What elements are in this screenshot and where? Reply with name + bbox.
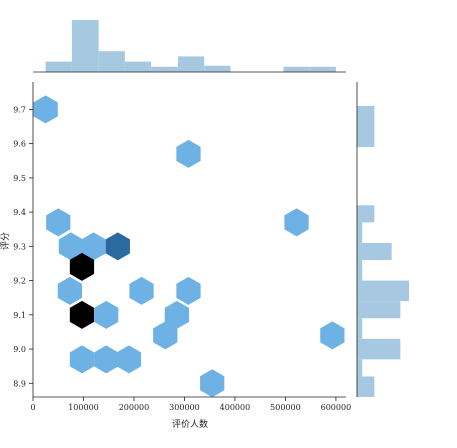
right-hist-bar [357,280,409,302]
hexbin-cell [105,232,130,261]
hexbin-cell [57,276,82,305]
right-hist-bar [357,126,375,148]
x-tick-label: 200000 [119,403,150,412]
y-tick-label: 9.0 [13,345,26,354]
y-tick-label: 9.7 [13,105,26,114]
top-hist-bar [309,66,336,72]
right-hist-bar [357,338,401,360]
top-hist-bar [45,61,72,72]
x-tick-label: 600000 [321,403,352,412]
hexbin-cell [129,276,154,305]
y-tick-label: 9.6 [13,140,26,149]
x-axis-ticks: 0 100000 200000 300000 400000 500000 600000 [30,397,351,412]
right-hist-bar [357,318,363,339]
hexbin-cell [116,345,142,374]
right-hist-bar [357,222,363,243]
top-hist-bar [71,20,99,72]
right-marginal-histogram [356,82,409,397]
y-axis-title: 评分 [0,232,11,250]
x-axis-title: 评价人数 [172,418,208,430]
right-hist-bar [357,301,401,319]
top-hist-bar [283,66,310,72]
hexbin-cell [94,300,119,329]
x-tick-label: 300000 [169,403,200,412]
hexbin-cell [176,276,201,305]
hexbin-cell [176,139,201,168]
hexbin-cell [69,300,95,329]
y-axis-ticks: 8.9 9.0 9.1 9.2 9.3 9.4 9.5 9.6 9.7 [13,105,33,388]
hexbin-cell [81,232,106,261]
top-hist-bar [98,51,125,72]
right-hist-bar [357,376,375,397]
hexbin-cell [320,321,345,350]
top-hist-bar [177,56,205,72]
top-hist-bar [204,65,231,72]
top-hist-bar [124,61,152,72]
right-hist-bar [357,242,392,261]
x-tick-label: 0 [30,403,35,412]
hexbin-cell [284,208,309,237]
hexbin-cell [94,345,119,374]
hexbin-cell [164,300,189,329]
hexbin-cell [69,345,95,374]
right-hist-bar [357,260,363,281]
y-tick-label: 9.4 [13,208,26,217]
x-tick-label: 100000 [68,403,99,412]
right-hist-bar [357,105,375,127]
hexbin-cell [58,232,83,261]
y-tick-label: 9.2 [13,277,26,286]
y-tick-label: 9.5 [13,174,26,183]
y-tick-label: 9.1 [13,311,26,320]
hexbin-layer [33,95,345,398]
right-hist-bar [357,205,375,223]
x-tick-label: 500000 [270,403,301,412]
hexbin-cell [33,95,58,124]
hexbin-cell [69,252,95,281]
hexbin-cell [200,369,225,398]
right-hist-bar [357,359,363,377]
x-tick-label: 400000 [220,403,251,412]
top-hist-bar [151,66,178,72]
hexbin-cell [46,208,71,237]
main-axes [32,82,346,398]
top-marginal-histogram [33,20,346,73]
y-tick-label: 8.9 [13,379,26,388]
hexbin-cell [153,321,178,350]
y-tick-label: 9.3 [13,242,26,251]
